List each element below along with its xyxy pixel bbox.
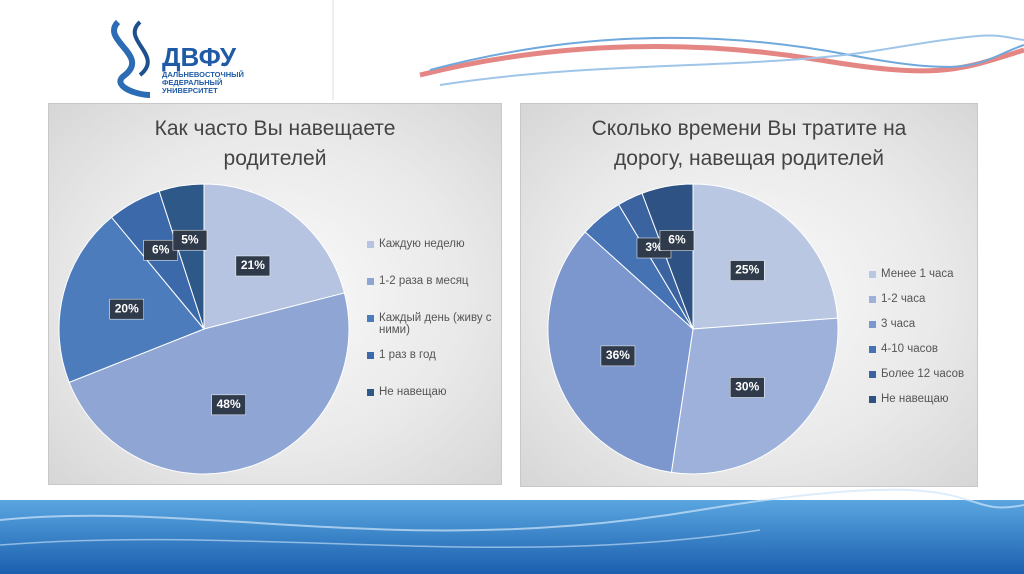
data-label: 20% [115, 301, 139, 315]
footer [0, 500, 1024, 574]
pie-slice [203, 183, 346, 330]
logo-line: ДАЛЬНЕВОСТОЧНЫЙ [162, 70, 244, 79]
data-label: 25% [735, 263, 759, 277]
logo-name: ДВФУ [162, 42, 237, 72]
legend-swatch [367, 352, 374, 359]
legend-item: Не навещаю [869, 393, 969, 418]
legend-label: 3 часа [881, 318, 916, 330]
legend-label: 1-2 раза в месяц [379, 275, 469, 287]
legend-label: Более 12 часов [881, 368, 965, 380]
data-label: 21% [241, 258, 265, 272]
legend-item: 1-2 часа [869, 293, 969, 318]
chart-title: Как часто Вы навещаете родителей [154, 117, 396, 170]
logo-line: ФЕДЕРАЛЬНЫЙ [162, 78, 222, 87]
data-label: 3% [645, 240, 663, 254]
legend-label: Не навещаю [881, 393, 949, 405]
data-label: 5% [181, 232, 199, 246]
legend: Каждую неделю 1-2 раза в месяц Каждый день… [367, 238, 495, 423]
legend-label: 1 раз в год [379, 349, 436, 361]
legend-item: Каждый день (живу с ними) [367, 312, 495, 349]
pie-slice [68, 292, 350, 475]
legend-item: 1 раз в год [367, 349, 495, 386]
legend-swatch [869, 271, 876, 278]
logo-mark [111, 19, 151, 98]
legend-label: Менее 1 часа [881, 268, 954, 280]
pie-chart: 25% 30% 36% 3% 6% [547, 183, 839, 475]
legend: Менее 1 часа 1-2 часа 3 часа 4-10 часов Боле… [869, 268, 969, 418]
data-label: 48% [217, 397, 241, 411]
legend-item: Не навещаю [367, 386, 495, 423]
pie-slice [692, 183, 839, 330]
data-label: 36% [606, 348, 630, 362]
legend-swatch [869, 396, 876, 403]
chart-panel: Как часто Вы навещаете родителей 21% 48% 20… [48, 103, 502, 485]
chart-panel: Сколько времени Вы тратите на дорогу, на… [520, 103, 978, 487]
legend-item: Более 12 часов [869, 368, 969, 393]
wave [0, 529, 761, 548]
pie-slice [158, 183, 205, 330]
legend-swatch [367, 389, 374, 396]
legend-item: 1-2 раза в месяц [367, 275, 495, 312]
legend-item: 4-10 часов [869, 343, 969, 368]
legend-swatch [869, 321, 876, 328]
label-box [600, 345, 636, 367]
legend-swatch [869, 346, 876, 353]
logo-mark [132, 20, 150, 77]
label-box [172, 229, 208, 251]
legend-swatch [367, 241, 374, 248]
legend-swatch [869, 371, 876, 378]
label-box [235, 255, 271, 277]
label-box [729, 260, 765, 281]
legend-swatch [367, 278, 374, 285]
label-box [729, 377, 765, 398]
legend-item: Менее 1 часа [869, 268, 969, 293]
legend-label: Каждый день (живу с ними) [379, 312, 492, 336]
legend-swatch [869, 296, 876, 303]
label-box [211, 394, 246, 416]
label-box [109, 298, 145, 320]
chart-title: Сколько времени Вы тратите на дорогу, на… [591, 117, 907, 170]
legend-item: 3 часа [869, 318, 969, 343]
legend-swatch [367, 315, 374, 322]
data-label: 6% [668, 233, 686, 247]
legend-label: Каждую неделю [379, 238, 465, 250]
logo-line: УНИВЕРСИТЕТ [162, 86, 218, 95]
legend-label: Не навещаю [379, 386, 447, 398]
label-box [659, 230, 695, 251]
wave [429, 36, 1024, 71]
legend-label: 4-10 часов [881, 343, 938, 355]
legend-label: 1-2 часа [881, 293, 926, 305]
wave [0, 488, 1024, 532]
data-label: 30% [735, 380, 759, 394]
pie-chart: 21% 48% 20% 6% 5% [58, 183, 350, 475]
wave [419, 43, 1024, 78]
legend-item: Каждую неделю [367, 238, 495, 275]
wave [439, 34, 1024, 86]
data-label: 6% [152, 242, 170, 256]
